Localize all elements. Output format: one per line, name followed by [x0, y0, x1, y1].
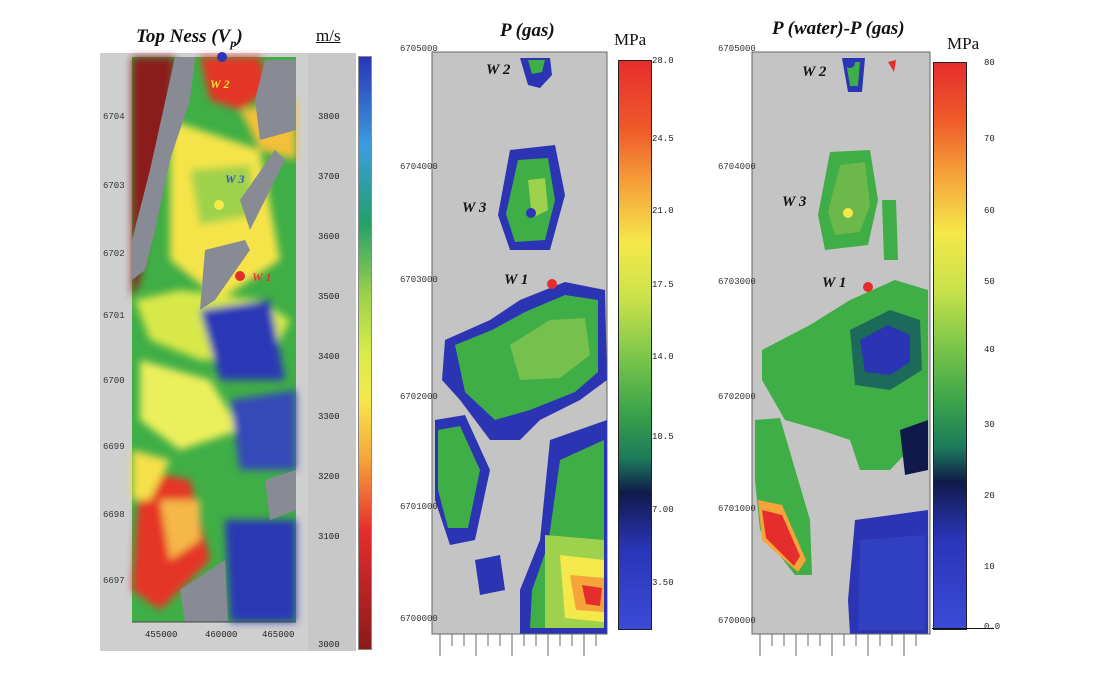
colorbar-tick: 20 — [984, 491, 995, 501]
colorbar-tick: 28.0 — [652, 56, 674, 66]
y-tick: 6704 — [103, 112, 125, 122]
colorbar-tick: 3200 — [318, 472, 340, 482]
colorbar-tick: 24.5 — [652, 134, 674, 144]
colorbar-tick: 10 — [984, 562, 995, 572]
p-gas-map — [431, 51, 608, 656]
velocity-map — [100, 52, 308, 651]
colorbar-tick: 7.00 — [652, 505, 674, 515]
well-marker-w3 — [843, 208, 853, 218]
well-label-w1: W 1 — [822, 275, 847, 291]
well-marker-w1 — [235, 271, 245, 281]
unit-label: m/s — [316, 26, 341, 45]
colorbar-tick: 60 — [984, 206, 995, 216]
y-tick: 6701000 — [400, 502, 438, 512]
colorbar-tick: 3000 — [318, 640, 340, 650]
panel-title: Top Ness (Vp) — [136, 26, 243, 50]
y-tick: 6702 — [103, 249, 125, 259]
y-tick: 6700 — [103, 376, 125, 386]
colorbar-tick: 30 — [984, 420, 995, 430]
colorbar-tick: 0.0 — [984, 622, 1001, 632]
y-tick: 6703000 — [718, 277, 756, 287]
panel-p-water-minus-p-gas: P (water)-P (gas) MPa — [700, 0, 1100, 680]
colorbar-tick: 3500 — [318, 292, 340, 302]
colorbar-tick: 3600 — [318, 232, 340, 242]
colorbar-tick: 10.5 — [652, 432, 674, 442]
y-tick: 6702000 — [400, 392, 438, 402]
colorbar-tick: 17.5 — [652, 280, 674, 290]
colorbar-tick: 40 — [984, 345, 995, 355]
y-tick: 6697 — [103, 576, 125, 586]
panel-title: P (gas) — [500, 20, 555, 41]
colorbar-tick: 21.0 — [652, 206, 674, 216]
y-tick: 6699 — [103, 442, 125, 452]
colorbar-tick: 3400 — [318, 352, 340, 362]
y-tick: 6701 — [103, 311, 125, 321]
colorbar-tick: 50 — [984, 277, 995, 287]
colorbar-tick: 3800 — [318, 112, 340, 122]
well-label-w3: W 3 — [782, 194, 807, 210]
y-tick: 6704000 — [400, 162, 438, 172]
well-marker-w2 — [845, 58, 855, 68]
well-label-w1: W 1 — [252, 270, 272, 284]
colorbar-tick: 14.0 — [652, 352, 674, 362]
colorbar-tick: 3100 — [318, 532, 340, 542]
panel-title: P (water)-P (gas) — [772, 18, 905, 39]
colorbar-tick: 3700 — [318, 172, 340, 182]
pressure-diff-colorbar — [933, 62, 967, 630]
well-label-w1: W 1 — [504, 272, 529, 288]
y-tick: 6703 — [103, 181, 125, 191]
y-tick: 6704000 — [718, 162, 756, 172]
well-label-w2: W 2 — [210, 77, 230, 91]
well-label-w3: W 3 — [462, 200, 487, 216]
colorbar-tick: 70 — [984, 134, 995, 144]
colorbar-tick-area — [308, 53, 356, 651]
colorbar-tick: 3.50 — [652, 578, 674, 588]
y-tick: 6702000 — [718, 392, 756, 402]
p-gas-colorbar — [618, 60, 652, 630]
y-tick: 6705000 — [718, 44, 756, 54]
velocity-colorbar — [358, 56, 372, 650]
colorbar-baseline — [932, 628, 994, 629]
well-marker-w3 — [526, 208, 536, 218]
colorbar-tick: 3300 — [318, 412, 340, 422]
y-tick: 6701000 — [718, 504, 756, 514]
well-marker-w3 — [214, 200, 224, 210]
pressure-diff-map — [751, 51, 931, 656]
y-tick: 6705000 — [400, 44, 438, 54]
well-label-w2: W 2 — [802, 64, 827, 80]
colorbar-tick: 80 — [984, 58, 995, 68]
unit-label: MPa — [947, 34, 980, 53]
y-tick: 6703000 — [400, 275, 438, 285]
panel-p-gas: P (gas) MPa — [380, 0, 680, 680]
x-tick: 455000 — [145, 630, 178, 640]
y-tick: 6700000 — [400, 614, 438, 624]
panel-top-ness: Top Ness (Vp) m/s — [0, 0, 380, 680]
well-marker-w1 — [863, 282, 873, 292]
well-label-w3: W 3 — [225, 172, 245, 186]
y-tick: 6700000 — [718, 616, 756, 626]
well-marker-w2 — [217, 52, 227, 62]
well-marker-w1 — [547, 279, 557, 289]
unit-label: MPa — [614, 30, 647, 49]
y-tick: 6698 — [103, 510, 125, 520]
x-tick: 465000 — [262, 630, 295, 640]
x-tick: 460000 — [205, 630, 238, 640]
well-label-w2: W 2 — [486, 62, 511, 78]
